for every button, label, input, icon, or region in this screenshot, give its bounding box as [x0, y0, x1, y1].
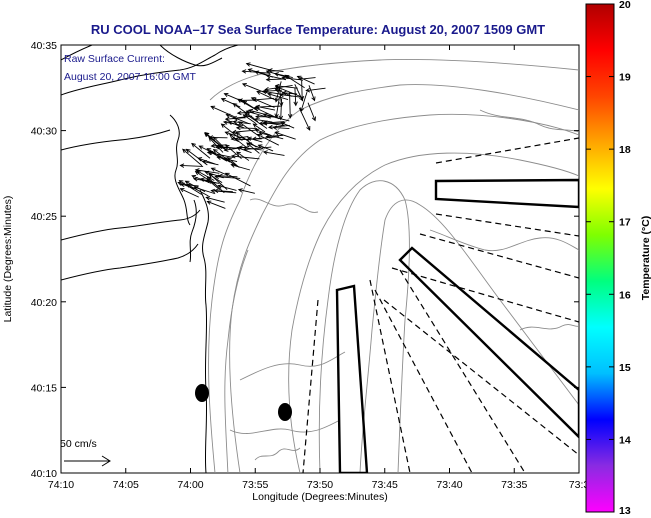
colorbar-tick-label: 18 [619, 144, 631, 156]
colorbar-tick-label: 16 [619, 289, 631, 301]
colorbar-tick-label: 14 [619, 434, 631, 446]
x-tick-label: 74:05 [113, 479, 139, 491]
colorbar-tick-label: 17 [619, 217, 631, 229]
x-tick-label: 73:3 [569, 479, 590, 491]
scale-label: 50 cm/s [60, 438, 97, 450]
map-layers [61, 45, 579, 473]
x-axis-label: Longitude (Degrees:Minutes) [252, 491, 387, 503]
x-tick-label: 73:40 [436, 479, 462, 491]
coastline-icon [61, 45, 239, 473]
y-axis-label: Latitude (Degrees:Minutes) [2, 196, 14, 323]
colorbar-tick-label: 20 [619, 0, 631, 11]
x-tick-label: 73:50 [307, 479, 333, 491]
colorbar-ticks: 20 19 18 17 16 15 14 13 [586, 0, 631, 517]
shipping-lane-icon [302, 137, 579, 473]
x-tick-label: 74:00 [177, 479, 203, 491]
x-tick-label: 73:55 [242, 479, 268, 491]
y-tick-label: 40:15 [31, 382, 57, 394]
colorbar-tick-label: 13 [619, 505, 631, 517]
bathymetry-contour-icon [208, 59, 579, 473]
figure-title: RU COOL NOAA–17 Sea Surface Temperature:… [91, 22, 545, 37]
y-tick-label: 40:20 [31, 297, 57, 309]
x-axis-ticks: 74:10 74:05 74:00 73:55 73:50 73:45 73:40 73:35… [48, 45, 590, 491]
y-tick-label: 40:25 [31, 211, 57, 223]
map-plot-area [60, 44, 580, 474]
y-tick-label: 40:30 [31, 126, 57, 138]
y-tick-label: 40:35 [31, 40, 57, 52]
colorbar-label: Temperature (°C) [640, 216, 651, 301]
colorbar-tick-label: 19 [619, 72, 631, 84]
y-axis-ticks: 40:35 40:30 40:25 40:20 40:15 40:10 [31, 40, 579, 480]
x-tick-label: 74:10 [48, 479, 74, 491]
current-annotation-line2: August 20, 2007 16:00 GMT [64, 71, 197, 83]
current-annotation-line1: Raw Surface Current: [64, 53, 165, 65]
scale-arrow-icon [64, 455, 111, 467]
x-tick-label: 73:35 [501, 479, 527, 491]
current-vector-icon [177, 62, 326, 209]
y-tick-label: 40:10 [31, 468, 57, 480]
buoy-marker-2 [278, 403, 292, 421]
x-tick-label: 73:45 [372, 479, 398, 491]
buoy-marker-1 [195, 384, 209, 402]
colorbar [585, 3, 615, 513]
colorbar-tick-label: 15 [619, 362, 631, 374]
